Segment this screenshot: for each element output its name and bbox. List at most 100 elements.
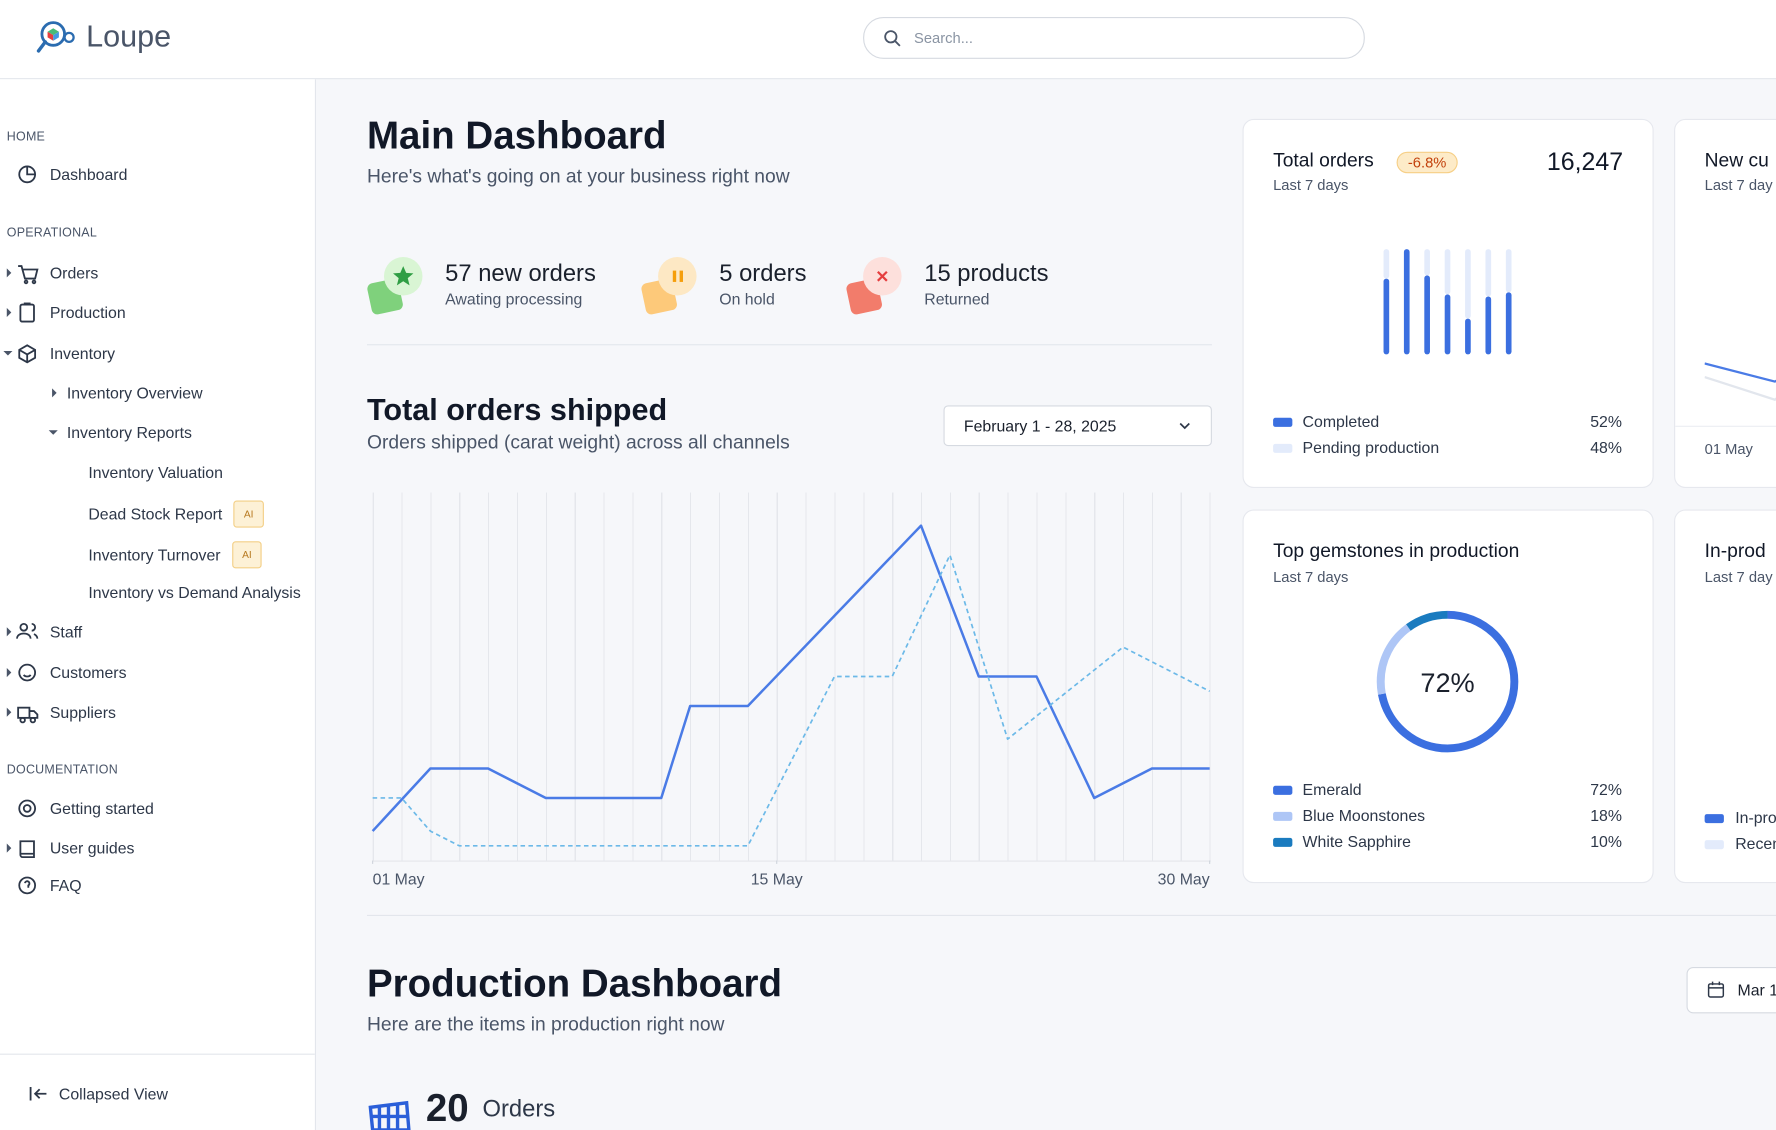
search-placeholder: Search... [914,29,973,47]
nav-item[interactable]: Inventory [49,344,116,363]
nav-item[interactable]: Orders [49,263,99,282]
card-total: 16,247 [1546,147,1624,176]
nav-item[interactable]: Customers [49,663,127,682]
shape [18,876,37,895]
stat-icons [367,257,902,315]
page-title: Main Dashboard [366,114,667,158]
shape [884,30,898,44]
new-customers-card: New cu Last 7 day 01 May [1674,118,1776,489]
shape [393,266,414,286]
nav-item[interactable]: Dashboard [49,165,128,184]
nav-item[interactable]: Dead Stock Report AI [88,500,264,528]
sidebar-icons [0,165,315,1101]
header: Loupe Search... [0,0,1776,80]
search-icon [884,30,901,47]
x-tick-label: 01 May [373,871,425,888]
calendar-icon [1707,981,1725,998]
shape [3,351,13,356]
shape [6,843,12,853]
ai-badge: AI [231,541,262,569]
search-box[interactable]: Search... [863,16,1365,59]
legend-swatch [1273,443,1293,453]
shape [16,165,39,895]
card-title: Total orders [1273,149,1374,171]
logo-icon [36,21,75,53]
shape [1179,422,1190,430]
mini-line [1704,362,1776,401]
stat-title: 15 products [924,260,1049,287]
nav-item[interactable]: Production [49,303,126,322]
shape [18,799,37,818]
legend-swatch [1273,837,1293,847]
total-orders-card: Total orders -6.8% 16,247 Last 7 days [1242,118,1654,489]
divider [366,344,1212,346]
orders-count: 20 [425,1086,469,1130]
nav-item[interactable]: Getting started [49,799,154,818]
shape [1704,362,1776,383]
legend-label: White Sapphire [1302,832,1411,851]
legend-label: Pending production [1302,438,1440,457]
nav-label: Inventory Turnover [88,545,221,564]
shape [29,1086,47,1101]
chevron [1179,422,1190,430]
collapse-button[interactable]: Collapsed View [58,1084,168,1103]
gemstones-card: Top gemstones in production Last 7 days [1242,509,1654,884]
card-subtitle: Last 7 day [1704,176,1773,194]
section-label: OPERATIONAL [6,226,97,241]
card-subtitle: Last 7 days [1273,176,1349,194]
legend-swatch [1273,785,1293,795]
date-dropdown[interactable]: February 1 - 28, 2025 [943,405,1212,447]
shape [47,31,54,41]
axis-line [1675,425,1776,427]
shape [19,622,29,632]
nav-label: Dead Stock Report [88,504,223,524]
shape [894,40,901,47]
legend-swatch [1704,840,1724,850]
change-badge: -6.8% [1396,151,1458,174]
nav-item[interactable]: Inventory Overview [66,383,203,402]
shape [29,710,39,719]
stat-caption: On hold [719,289,775,308]
shape [19,303,35,323]
legend-label: In-pro [1735,808,1776,827]
x-axis [372,860,1211,862]
chart-subtitle: Orders shipped (carat weight) across all… [366,431,790,453]
shape [6,707,12,717]
divider [366,914,1776,916]
legend-swatch [1273,417,1293,427]
nav-item[interactable]: Inventory vs Demand Analysis [88,583,301,602]
x-tick-label: 30 May [1158,871,1210,888]
shape [6,307,12,318]
nav-item[interactable]: Suppliers [49,703,116,722]
card-title: Top gemstones in production [1273,540,1520,562]
shape [19,840,35,859]
nav-item[interactable]: Staff [49,622,83,641]
section-subtitle: Here are the items in production right n… [366,1013,725,1035]
card-title: New cu [1704,149,1769,171]
shape [1707,983,1725,998]
section-label: HOME [6,130,46,144]
section-label: DOCUMENTATION [6,763,118,777]
axis-label: 01 May [1704,440,1753,458]
orders-icon [368,1100,411,1130]
orders-label: Orders [482,1096,556,1123]
chart-title: Total orders shipped [366,392,668,427]
nav-item[interactable]: Inventory Reports [66,423,192,442]
shape [22,804,32,813]
nav-item[interactable]: FAQ [49,876,82,895]
nav-item[interactable]: Inventory Valuation [88,463,223,482]
nav-item[interactable]: User guides [49,839,135,858]
stat-title: 57 new orders [445,260,596,287]
legend-value: 72% [1590,780,1622,799]
shape [672,270,677,282]
shape [3,268,58,853]
nav-item[interactable]: Inventory Turnover AI [88,541,262,569]
shape [31,622,39,639]
sidebar: HOME Dashboard OPERATIONAL Orders Produc… [0,79,317,1130]
shape [1704,375,1776,401]
shape [53,31,59,41]
x-tick-label: 15 May [751,871,803,888]
date-button[interactable]: Mar 1 [1686,966,1776,1014]
